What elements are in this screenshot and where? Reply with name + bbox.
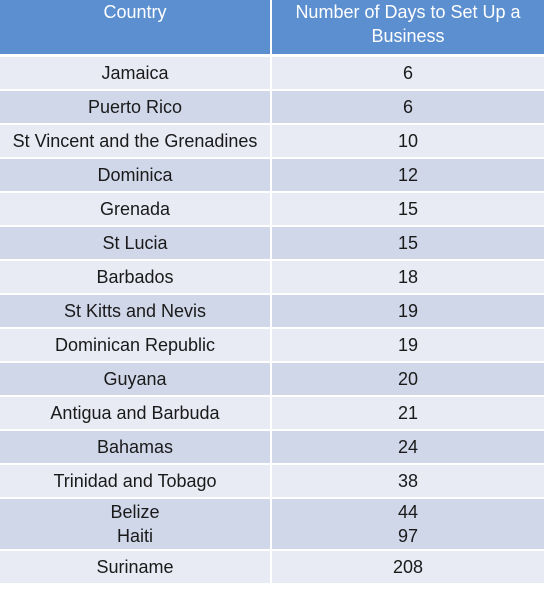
country-cell: St Kitts and Nevis [0,294,272,329]
country-cell: St Vincent and the Grenadines [0,124,272,159]
country-cell: Dominican Republic [0,328,272,363]
days-cell: 12 [271,158,544,193]
country-line: Haiti [116,526,153,546]
days-line: 44 [397,502,419,522]
country-cell: Antigua and Barbuda [0,396,272,431]
days-cell: 15 [271,192,544,227]
country-cell: Puerto Rico [0,90,272,125]
table-header: Country Number of Days to Set Up a Busin… [0,0,544,57]
days-cell: 24 [271,430,544,465]
table-row: Belize Haiti 44 97 [0,498,544,551]
table-row: Puerto Rico 6 [0,90,544,125]
days-cell: 6 [271,55,544,91]
table-row: Dominica 12 [0,158,544,193]
days-cell: 19 [271,328,544,363]
table-row: Grenada 15 [0,192,544,227]
days-cell: 208 [271,550,544,585]
header-days: Number of Days to Set Up a Business [271,0,544,57]
country-cell: Belize Haiti [0,498,272,551]
days-cell: 44 97 [271,498,544,551]
table-body: Jamaica 6 Puerto Rico 6 St Vincent and t… [0,55,544,585]
table-row: St Kitts and Nevis 19 [0,294,544,329]
country-cell: St Lucia [0,226,272,261]
table-row: Bahamas 24 [0,430,544,465]
days-cell: 15 [271,226,544,261]
days-cell: 10 [271,124,544,159]
country-cell: Barbados [0,260,272,295]
table-row: Guyana 20 [0,362,544,397]
days-cell: 18 [271,260,544,295]
table-row: St Lucia 15 [0,226,544,261]
country-cell: Suriname [0,550,272,585]
country-cell: Grenada [0,192,272,227]
country-line: Belize [110,502,160,522]
header-row: Country Number of Days to Set Up a Busin… [0,0,544,57]
country-cell: Jamaica [0,55,272,91]
table-row: Trinidad and Tobago 38 [0,464,544,499]
country-cell: Trinidad and Tobago [0,464,272,499]
table-row: Barbados 18 [0,260,544,295]
days-cell: 21 [271,396,544,431]
country-cell: Guyana [0,362,272,397]
table-row: Antigua and Barbuda 21 [0,396,544,431]
header-country: Country [0,0,272,57]
country-cell: Bahamas [0,430,272,465]
days-cell: 19 [271,294,544,329]
table-row: Jamaica 6 [0,55,544,91]
table-row: Dominican Republic 19 [0,328,544,363]
table-row: St Vincent and the Grenadines 10 [0,124,544,159]
table-row: Suriname 208 [0,550,544,585]
days-line: 97 [397,526,419,546]
days-cell: 6 [271,90,544,125]
days-cell: 38 [271,464,544,499]
country-cell: Dominica [0,158,272,193]
days-cell: 20 [271,362,544,397]
